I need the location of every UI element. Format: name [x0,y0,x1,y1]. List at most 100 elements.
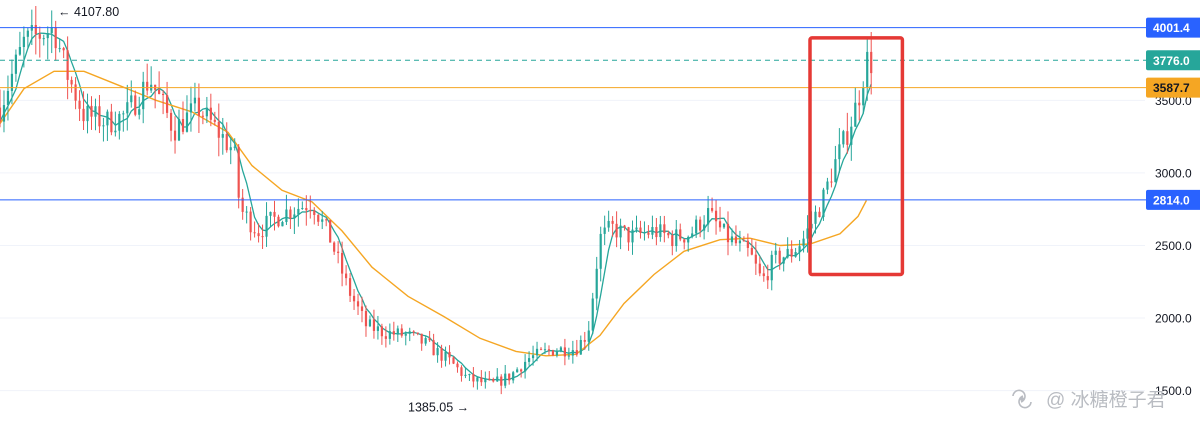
fast-moving-average-line [0,32,872,381]
candle-body [754,254,757,264]
candle-body [571,350,574,356]
candle-body [201,115,204,117]
candle-body [579,339,582,355]
candle-body [269,211,272,216]
candle-body [814,211,817,224]
candle-body [547,349,551,351]
candle-body [774,250,777,255]
candle-body [110,111,113,133]
candle-body [82,108,85,122]
candle-body [527,358,531,362]
candle-body [78,100,81,109]
candle-body [563,347,566,357]
candle-body [846,131,849,145]
candle-body [683,239,686,243]
horizontal-line-layer[interactable] [0,27,1146,201]
candle-body [233,146,236,148]
y-axis-tick-label: 3000.0 [1155,166,1192,180]
candle-body [173,130,177,141]
candle-body [285,209,288,223]
candle-body [766,276,769,281]
candle-body [388,331,391,339]
candle-body [297,208,300,215]
candle-body [567,355,570,357]
candle-body [257,233,260,237]
candle-body [762,273,765,277]
candle-body [866,51,869,88]
candle-body [408,331,411,334]
candle-body [651,227,654,235]
candle-body [177,119,181,141]
candle-body [826,181,829,190]
candle-body [305,207,308,211]
candle-body [169,112,173,131]
candle-body [90,105,93,117]
candle-body [611,220,614,224]
candle-body [456,363,459,368]
candle-body [189,103,193,113]
candle-body [360,306,364,311]
candle-body [539,348,543,350]
candle-body [368,319,372,327]
candle-body [241,197,244,212]
candle-body [333,242,336,252]
candle-body [699,219,702,231]
candle-body [472,374,475,382]
candle-body [344,273,348,279]
candle-body [706,208,710,225]
price-tag-3587.7 [1146,77,1200,98]
candle-body [273,211,276,217]
candle-body [730,236,734,243]
moving-average-layer [0,32,872,381]
candle-body [858,102,861,106]
candle-body [289,209,292,219]
candle-body [102,125,105,127]
candle-body [325,219,328,221]
candle-body [782,257,785,264]
candle-body [798,246,801,253]
candle-body [464,374,467,376]
candle-body [834,159,837,183]
candle-body [635,227,638,230]
candle-body [639,227,642,233]
candle-body [213,119,216,122]
candle-body [14,54,18,74]
price-tag-3776.0 [1146,50,1200,71]
candle-body [50,27,53,34]
candle-body [655,227,658,238]
candle-body [114,130,117,133]
candle-body [691,233,694,237]
candle-body [850,126,853,145]
candle-body [591,298,594,331]
price-tag-layer: 4001.4 3776.0 3587.7 2814.0 [1146,17,1200,210]
candle-body [221,134,224,138]
mini-program-logo-icon [1012,389,1032,409]
candle-body [551,350,555,356]
candle-body [70,79,73,85]
candle-body [348,278,352,296]
candle-body [734,236,738,244]
candle-body [265,215,268,237]
candle-body [575,350,578,355]
highlight-box[interactable] [808,36,905,277]
candle-body [380,326,383,337]
candle-body [126,102,129,114]
candle-body [392,331,395,335]
price-tag-4001.4 [1146,17,1200,38]
candle-body [758,263,761,274]
candle-body [400,328,403,336]
candle-body [440,348,443,361]
price-tag-2814.0 [1146,189,1200,210]
candle-body [34,24,37,35]
candle-body [500,376,503,386]
candle-body [301,207,304,209]
candle-body [106,111,109,126]
candle-body [786,248,789,258]
candle-body [122,113,125,115]
candle-body [854,102,857,127]
candle-body [261,236,264,238]
candle-body [197,97,201,116]
candle-body [667,233,670,236]
price-tag-label: 2814.0 [1153,193,1190,207]
